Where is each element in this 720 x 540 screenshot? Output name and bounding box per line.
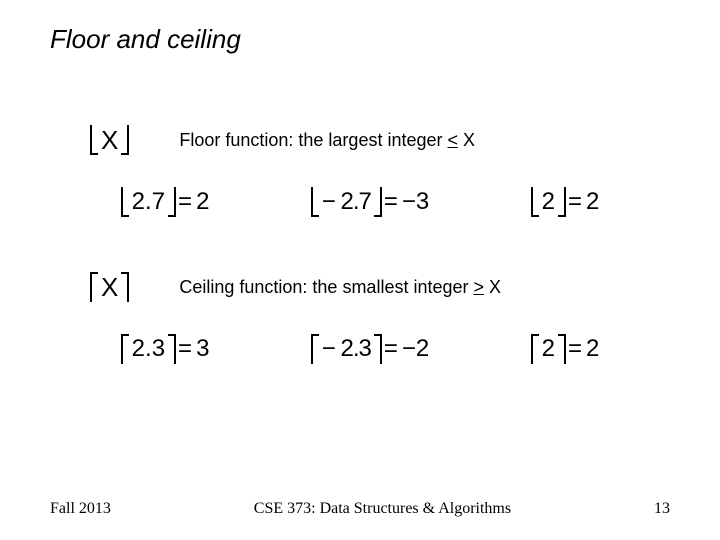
ceil-ex2-input: − 2.3 — [319, 334, 374, 364]
ceiling-notation-var: X — [98, 272, 121, 302]
ceil-right-bracket-icon — [168, 334, 176, 364]
ceil-ex1-output: 3 — [196, 335, 209, 363]
footer-left: Fall 2013 — [50, 500, 111, 518]
floor-left-bracket-icon — [121, 187, 129, 217]
floor-def-prefix: Floor function: the largest integer — [179, 130, 447, 150]
ceil-ex3-input: 2 — [539, 334, 558, 364]
ceil-ex3-output: 2 — [586, 335, 599, 363]
floor-ex3-output: 2 — [586, 188, 599, 216]
floor-example-2: − 2.7 = −3 — [311, 187, 429, 217]
ceil-def-suffix: X — [484, 277, 501, 297]
ceil-right-bracket-icon — [121, 272, 129, 302]
ceiling-definition-row: X Ceiling function: the smallest integer… — [50, 272, 670, 302]
ceil-ex2-output: −2 — [402, 335, 429, 363]
floor-example-3: 2 = 2 — [531, 187, 600, 217]
floor-right-bracket-icon — [168, 187, 176, 217]
floor-definition-text: Floor function: the largest integer < X — [179, 130, 475, 151]
floor-notation-var: X — [98, 125, 121, 155]
equals-sign: = — [176, 188, 196, 216]
page-title: Floor and ceiling — [50, 24, 670, 55]
equals-sign: = — [382, 335, 402, 363]
ceil-right-bracket-icon — [374, 334, 382, 364]
ceiling-definition-text: Ceiling function: the smallest integer >… — [179, 277, 501, 298]
equals-sign: = — [176, 335, 196, 363]
floor-def-rel: < — [448, 130, 459, 150]
ceiling-example-3: 2 = 2 — [531, 334, 600, 364]
floor-right-bracket-icon — [558, 187, 566, 217]
floor-example-1: 2.7 = 2 — [121, 187, 210, 217]
floor-ex2-output: −3 — [402, 188, 429, 216]
floor-left-bracket-icon — [90, 125, 98, 155]
floor-ex3-input: 2 — [539, 187, 558, 217]
equals-sign: = — [382, 188, 402, 216]
floor-left-bracket-icon — [531, 187, 539, 217]
footer-page-number: 13 — [654, 500, 670, 518]
floor-ex1-output: 2 — [196, 188, 209, 216]
floor-right-bracket-icon — [121, 125, 129, 155]
floor-def-suffix: X — [458, 130, 475, 150]
ceiling-example-1: 2.3 = 3 — [121, 334, 210, 364]
floor-ex1-input: 2.7 — [129, 187, 168, 217]
ceil-left-bracket-icon — [121, 334, 129, 364]
ceil-left-bracket-icon — [311, 334, 319, 364]
floor-left-bracket-icon — [311, 187, 319, 217]
ceil-def-prefix: Ceiling function: the smallest integer — [179, 277, 473, 297]
footer-center: CSE 373: Data Structures & Algorithms — [254, 500, 511, 518]
floor-examples-row: 2.7 = 2 − 2.7 = −3 2 = 2 — [70, 187, 650, 217]
ceiling-example-2: − 2.3 = −2 — [311, 334, 429, 364]
ceil-right-bracket-icon — [558, 334, 566, 364]
slide-footer: Fall 2013 CSE 373: Data Structures & Alg… — [0, 500, 720, 518]
ceiling-examples-row: 2.3 = 3 − 2.3 = −2 2 = 2 — [70, 334, 650, 364]
floor-ex2-input: − 2.7 — [319, 187, 374, 217]
ceil-left-bracket-icon — [90, 272, 98, 302]
floor-definition-row: X Floor function: the largest integer < … — [50, 125, 670, 155]
ceil-def-rel: > — [474, 277, 485, 297]
floor-right-bracket-icon — [374, 187, 382, 217]
ceiling-notation: X — [90, 272, 129, 302]
equals-sign: = — [566, 335, 586, 363]
equals-sign: = — [566, 188, 586, 216]
floor-notation: X — [90, 125, 129, 155]
ceil-ex1-input: 2.3 — [129, 334, 168, 364]
ceil-left-bracket-icon — [531, 334, 539, 364]
